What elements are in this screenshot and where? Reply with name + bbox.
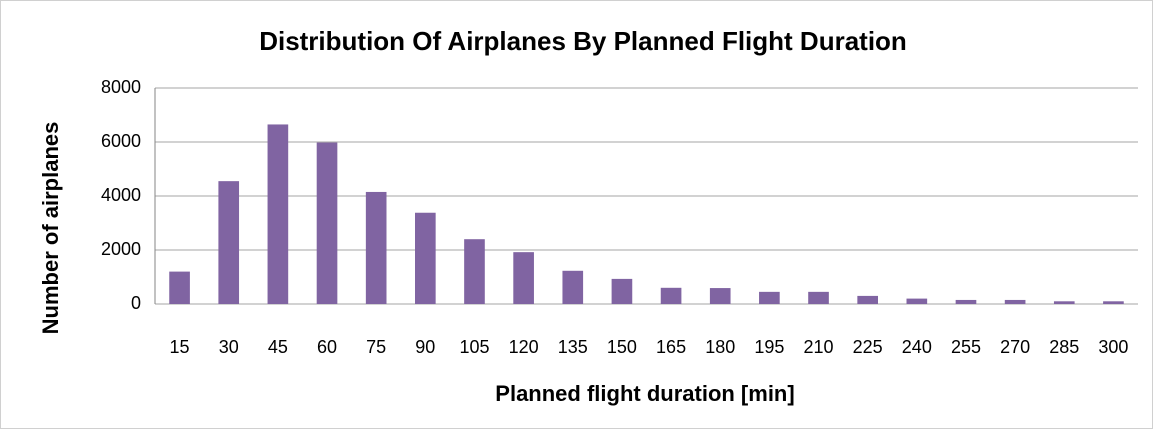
bar — [562, 270, 584, 304]
x-tick-label: 75 — [366, 337, 386, 357]
y-tick-label: 6000 — [101, 131, 141, 151]
bar — [906, 298, 928, 304]
bar — [759, 291, 780, 304]
x-tick-label: 285 — [1049, 337, 1079, 357]
x-tick-label: 45 — [268, 337, 288, 357]
bar — [267, 124, 289, 304]
bar — [218, 181, 240, 304]
bar — [365, 191, 387, 304]
bar — [660, 287, 682, 304]
x-tick-label: 135 — [558, 337, 588, 357]
bar — [1103, 301, 1124, 304]
x-tick-label: 105 — [459, 337, 489, 357]
x-tick-label: 90 — [415, 337, 435, 357]
bar — [1004, 299, 1026, 304]
chart-title: Distribution Of Airplanes By Planned Fli… — [259, 26, 907, 56]
x-tick-label: 30 — [219, 337, 239, 357]
bar — [955, 299, 977, 304]
x-axis-label: Planned flight duration [min] — [495, 381, 794, 406]
x-tick-label: 300 — [1098, 337, 1128, 357]
x-tick-label: 255 — [951, 337, 981, 357]
x-tick-label: 15 — [170, 337, 190, 357]
bar — [808, 291, 829, 304]
x-tick-label: 60 — [317, 337, 337, 357]
y-tick-label: 4000 — [101, 185, 141, 205]
x-tick-label: 210 — [804, 337, 834, 357]
x-tick-label: 165 — [656, 337, 686, 357]
bar — [857, 295, 878, 304]
x-tick-label: 225 — [853, 337, 883, 357]
bar — [316, 142, 338, 304]
y-tick-label: 2000 — [101, 239, 141, 259]
bar — [464, 239, 485, 304]
x-tick-label: 270 — [1000, 337, 1030, 357]
bar — [611, 278, 633, 304]
x-tick-label: 195 — [754, 337, 784, 357]
bar — [709, 288, 731, 304]
x-tick-label: 150 — [607, 337, 637, 357]
y-tick-label: 8000 — [101, 77, 141, 97]
bar — [513, 252, 534, 304]
bar — [1053, 301, 1075, 304]
x-tick-label: 180 — [705, 337, 735, 357]
x-tick-label: 240 — [902, 337, 932, 357]
bar — [415, 212, 436, 304]
bar — [169, 271, 190, 304]
y-tick-label: 0 — [131, 293, 141, 313]
x-tick-label: 120 — [509, 337, 539, 357]
y-axis-label: Number of airplanes — [38, 122, 63, 335]
